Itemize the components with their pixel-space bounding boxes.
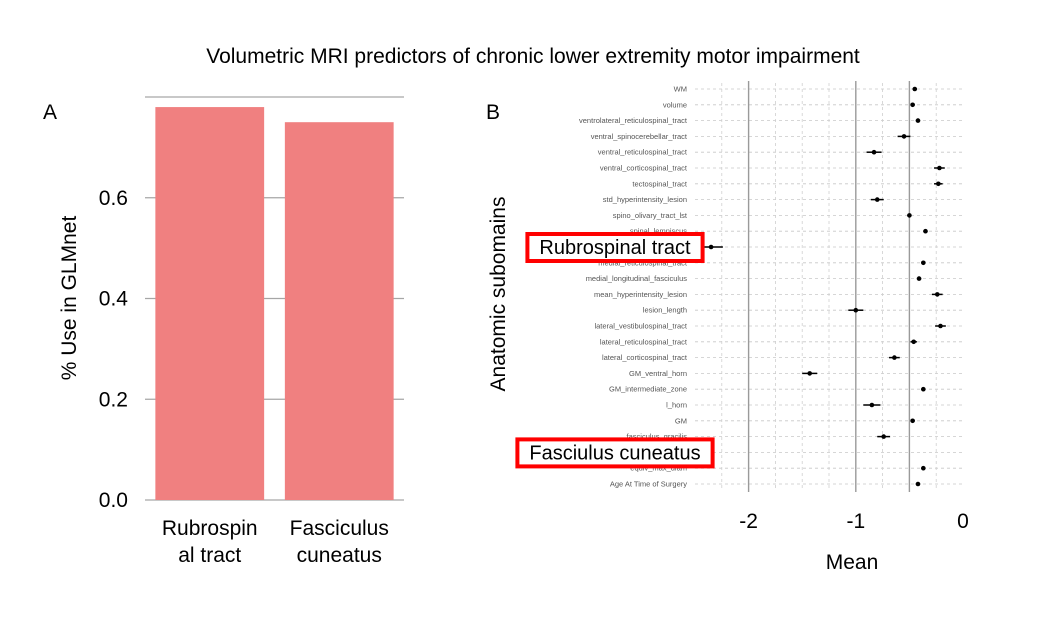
panel-b-category-label: lateral_corticospinal_tract: [602, 353, 688, 362]
panel-b-point: [915, 118, 921, 123]
panel-b-callout-label: Fasciulus cuneatus: [529, 442, 700, 464]
panel-b-x-tick-label: -1: [846, 510, 865, 533]
panel-a-y-tick-label: 0.4: [99, 288, 129, 311]
panel-b-point: [853, 307, 859, 313]
panel-b-letter: B: [486, 101, 500, 124]
panel-b-point: [892, 355, 897, 360]
panel-b-category-label: Age At Time of Surgery: [610, 480, 687, 489]
panel-b-category-label: l_horn: [666, 401, 687, 410]
panel-b-category-label: medial_longitudinal_fasciculus: [586, 274, 688, 283]
panel-b-point: [874, 197, 880, 202]
panel-b-category-label: ventrolateral_reticulospinal_tract: [579, 116, 688, 125]
panel-b-category-label: lesion_length: [643, 306, 687, 315]
panel-b-point: [921, 465, 926, 471]
panel-b-category-label: ventral_reticulospinal_tract: [598, 148, 688, 157]
panel-b-point: [916, 276, 922, 281]
panel-b-category-label: lateral_vestibulospinal_tract: [594, 322, 687, 331]
panel-a-letter: A: [43, 101, 57, 124]
panel-b-category-label: std_hyperintensity_lesion: [603, 195, 687, 204]
panel-b-x-tick-label: -2: [739, 510, 758, 533]
panel-a-x-category-label: Fasciculus cuneatus: [290, 517, 389, 567]
panel-b-x-tick-label: 0: [957, 510, 969, 533]
panel-b-point: [807, 371, 813, 376]
panel-b-category-label: GM: [675, 416, 687, 425]
panel-b-point: [869, 402, 875, 408]
chart-title: Volumetric MRI predictors of chronic low…: [206, 45, 860, 68]
panel-b-y-axis-title: Anatomic subomains: [487, 197, 510, 392]
panel-b-point: [910, 418, 915, 424]
panel-b-category-label: WM: [674, 85, 687, 94]
panel-a-bar: [155, 107, 265, 500]
panel-b-category-label: mean_hyperintensity_lesion: [594, 290, 687, 299]
panel-b-point: [937, 165, 942, 171]
panel-b-category-label: volume: [663, 100, 687, 109]
panel-b-category-label: GM_intermediate_zone: [609, 385, 687, 394]
panel-b-callout-label: Rubrospinal tract: [539, 237, 691, 259]
panel-b-point: [921, 260, 926, 266]
panel-b-category-label: tectospinal_tract: [632, 179, 688, 188]
panel-b-point: [912, 86, 918, 92]
panel-b-point: [910, 102, 915, 108]
panel-b-category-label: fasciculus_gracilis: [627, 432, 688, 441]
panel-b-point: [921, 386, 926, 392]
panel-b-point: [923, 228, 928, 234]
panel-a: A % Use in GLMnet 0.0 0.2 0.4 0.6 Rubrospin…: [43, 96, 404, 567]
panel-b-callout-box: [515, 437, 715, 469]
panel-b-point: [915, 481, 921, 487]
panel-a-x-category-label: Rubrospin al tract: [162, 517, 258, 567]
panel-b-point: [901, 134, 907, 139]
panel-b: B Anatomic subomains Mean WM volume ventro…: [486, 81, 969, 574]
panel-b-category-label: lateral_reticulospinal_tract: [600, 337, 688, 346]
panel-a-y-tick-label: 0.0: [99, 489, 128, 512]
panel-b-point: [708, 244, 714, 250]
panel-b-category-label: spino_olivary_tract_lst: [613, 211, 688, 220]
panel-b-category-label: spinal_lemniscus: [630, 227, 687, 236]
panel-b-x-axis-title: Mean: [826, 551, 879, 574]
panel-a-bar: [284, 122, 394, 500]
panel-b-point: [936, 181, 941, 187]
panel-a-y-tick-label: 0.2: [99, 388, 128, 411]
panel-b-point: [911, 339, 916, 345]
panel-b-category-label: ventral_corticospinal_tract: [600, 164, 688, 173]
panel-b-category-label: ventral_spinocerebellar_tract: [591, 132, 688, 141]
panel-b-point: [907, 213, 912, 218]
panel-b-point: [881, 434, 886, 439]
panel-b-callout-box: [525, 232, 705, 263]
panel-a-y-axis-title: % Use in GLMnet: [58, 216, 81, 381]
panel-a-y-tick-label: 0.6: [99, 187, 128, 210]
panel-b-point: [938, 323, 943, 329]
panel-b-point: [934, 292, 940, 297]
panel-b-category-label: GM_ventral_horn: [629, 369, 687, 378]
panel-b-point: [871, 149, 877, 155]
